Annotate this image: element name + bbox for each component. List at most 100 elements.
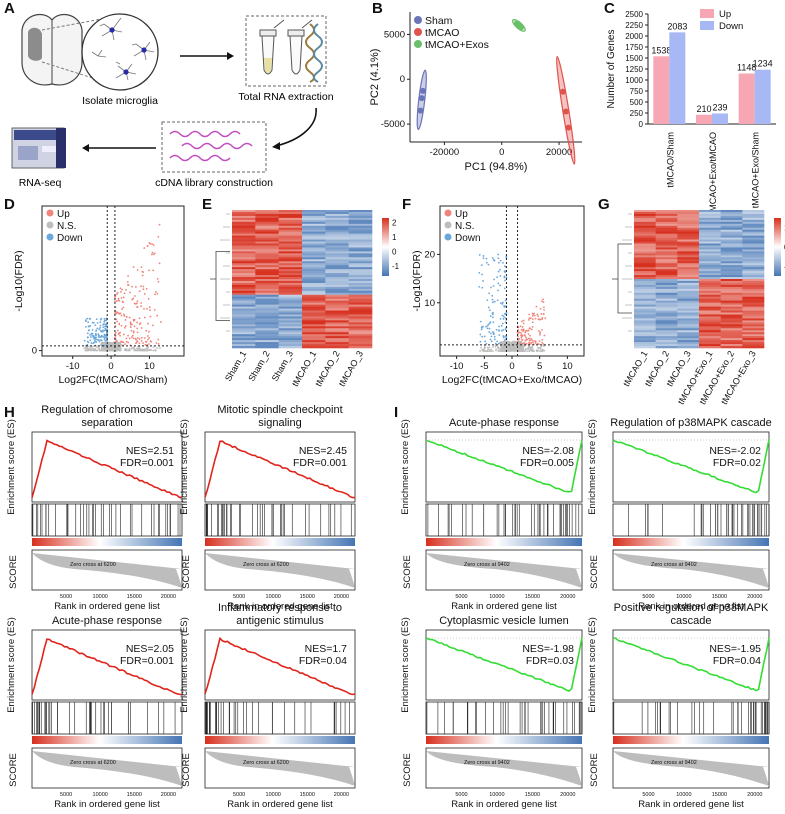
heatmap-cell [255, 342, 279, 345]
volcano-point [539, 318, 542, 321]
volcano-point [493, 335, 496, 338]
volcano-point [534, 342, 537, 344]
heatmap-cell [634, 259, 656, 262]
heatmap-cell [278, 219, 303, 223]
volcano-point [491, 298, 494, 301]
heatmap-cell [699, 316, 721, 319]
volcano-point [91, 321, 94, 324]
volcano-point [120, 324, 123, 327]
heatmap-cell [677, 340, 700, 343]
es-axis-label: Enrichment score (ES) [587, 419, 598, 515]
bar [712, 113, 728, 124]
heatmap-cell [348, 316, 373, 319]
es-frame [204, 431, 356, 503]
heatmap-cell [677, 277, 700, 280]
volcano-point [527, 319, 530, 321]
heatmap-cell [720, 269, 743, 272]
zero-cross-label: Zero cross at 6200 [70, 760, 116, 766]
volcano-point [124, 325, 127, 327]
zero-cross-label: Zero cross at 9402 [651, 562, 697, 568]
volcano-point [87, 345, 90, 348]
volcano-point [529, 348, 532, 350]
heatmap-cell [634, 265, 656, 268]
column-label: Sham_2 [246, 349, 271, 383]
heatmap-cell [348, 277, 373, 280]
volcano-point [502, 261, 504, 264]
heatmap-cell [302, 213, 326, 217]
volcano-point [529, 334, 531, 337]
heatmap-cell [232, 290, 256, 294]
heatmap-cell [655, 316, 678, 319]
volcano-point [95, 318, 98, 321]
heatmap-cell [348, 346, 373, 349]
volcano-point [115, 348, 118, 350]
heatmap-cell [655, 275, 678, 278]
legend-swatch [444, 221, 452, 229]
volcano-point [528, 313, 531, 316]
heatmap-cell [677, 259, 700, 262]
volcano-point [144, 343, 147, 346]
volcano-point [137, 348, 139, 351]
heatmap-cell [232, 284, 256, 288]
volcano-point [489, 332, 492, 335]
volcano-point [104, 334, 106, 337]
score-area-neg [74, 569, 182, 588]
y-tick-label: 1500 [625, 54, 643, 63]
volcano-point [524, 348, 527, 350]
heatmap-cell [699, 273, 721, 276]
heatmap-cell [232, 336, 256, 339]
rank-gradient [205, 736, 355, 744]
volcano-point [97, 338, 100, 341]
score-area-neg [494, 767, 582, 786]
heatmap-cell [325, 282, 349, 286]
volcano-point [103, 344, 106, 347]
heatmap-cell [742, 312, 765, 315]
heatmap-cell [699, 318, 721, 321]
curved-arrow-icon [272, 107, 317, 150]
zero-cross-label: Zero cross at 6200 [243, 562, 289, 568]
hits-frame [204, 701, 356, 735]
rank-gradient [205, 538, 355, 546]
heatmap-cell [255, 215, 279, 219]
volcano-point [522, 319, 525, 322]
heatmap-cell [655, 269, 678, 272]
heatmap-cell [278, 308, 303, 311]
volcano-point [140, 327, 143, 329]
heatmap-cell [677, 227, 700, 231]
heatmap-cell [699, 215, 721, 219]
heatmap-cell [325, 227, 349, 231]
score-frame [204, 747, 356, 789]
heatmap-cell [720, 255, 743, 258]
bar-value-label: 1234 [753, 59, 773, 69]
heatmap-cell [255, 298, 279, 301]
heatmap-cell [699, 219, 721, 223]
heatmap-cell [699, 338, 721, 341]
heatmap-cell [720, 296, 743, 300]
volcano-point [542, 344, 545, 347]
heatmap-cell [677, 241, 700, 244]
heatmap-cell [677, 261, 700, 264]
heatmap-cell [278, 243, 303, 246]
heatmap-cell [302, 255, 326, 258]
heatmap-cell [742, 237, 765, 240]
nes-label: NES=-2.02 [709, 445, 761, 457]
volcano-point [134, 295, 136, 297]
volcano-point [504, 279, 507, 282]
volcano-point [146, 245, 149, 247]
volcano-point [541, 300, 543, 303]
volcano-point [159, 321, 162, 323]
heatmap-cell [325, 308, 349, 311]
heatmap-cell [255, 235, 279, 238]
y-axis-label: PC2 (4.1%) [369, 49, 381, 106]
volcano-point [89, 318, 92, 320]
heatmap-cell [655, 273, 678, 276]
y-tick-label: 20 [424, 249, 435, 260]
heatmap-cell [348, 261, 373, 264]
heatmap-cell [634, 326, 656, 329]
legend-label: Down [719, 21, 743, 32]
volcano-point [481, 327, 483, 329]
legend-label: Down [455, 233, 481, 244]
volcano-point [102, 326, 105, 329]
heatmap-cell [655, 338, 678, 341]
